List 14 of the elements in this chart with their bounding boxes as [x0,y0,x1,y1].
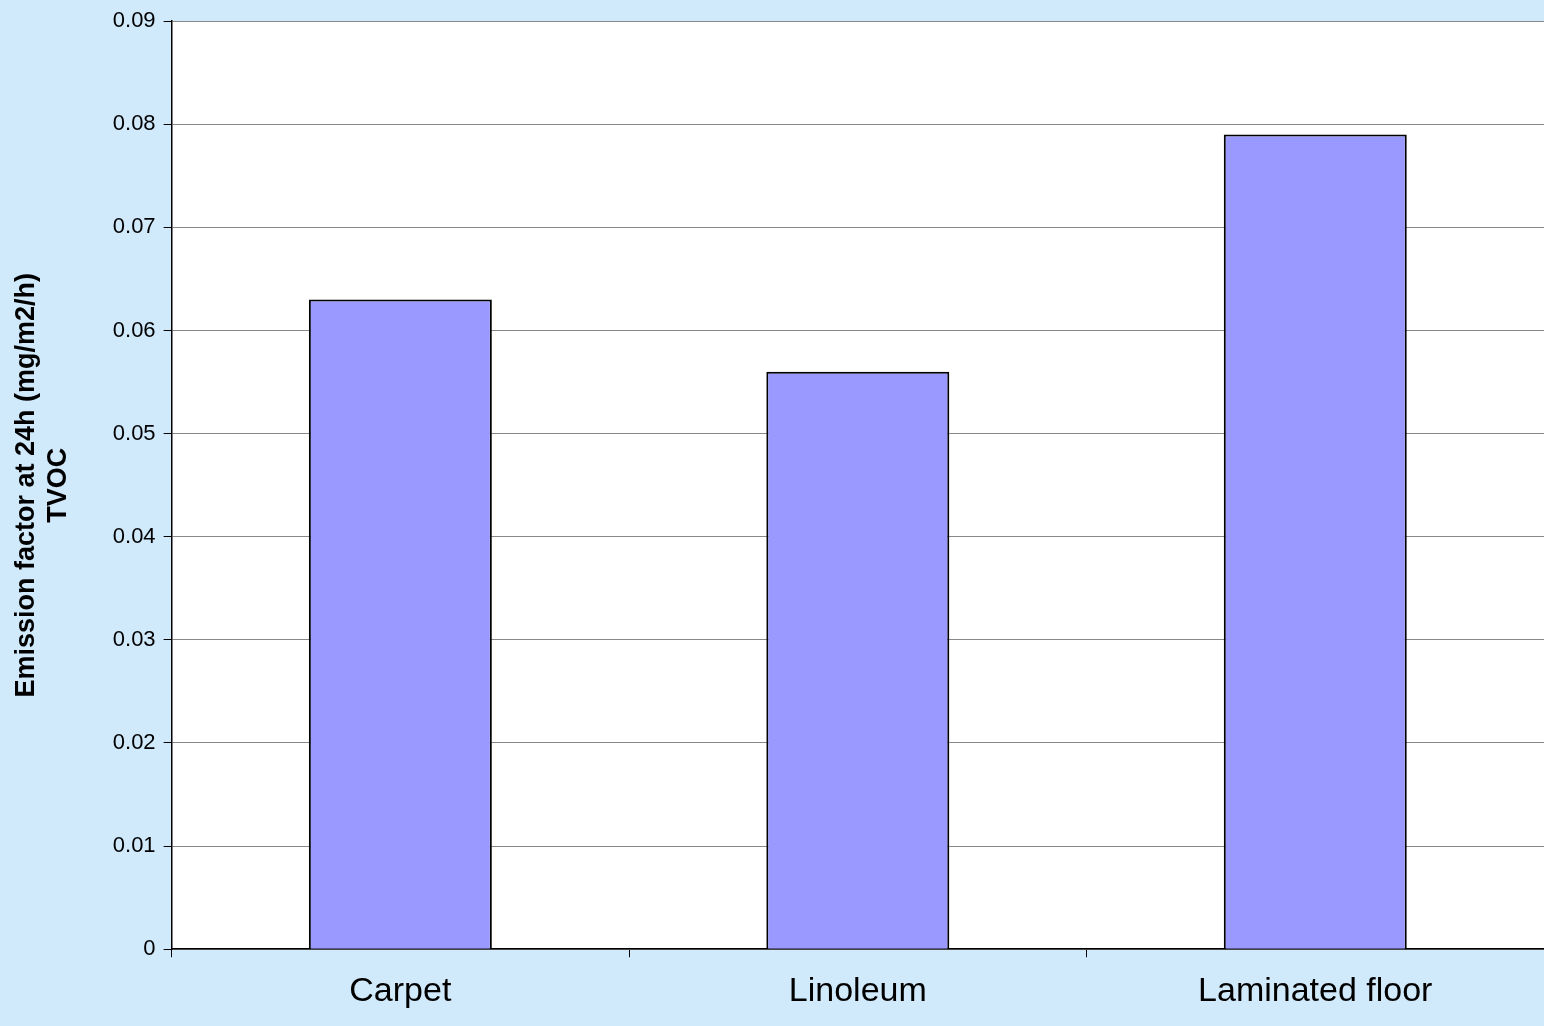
y-tick-label: 0 [143,935,156,961]
x-tick-label: Laminated floor [1198,969,1433,1008]
y-tick-label: 0.08 [112,110,156,136]
y-tick-label: 0.02 [112,729,156,755]
y-tick-label: 0.05 [112,419,156,445]
x-tick-label: Linoleum [788,969,927,1008]
y-axis-title: Emission factor at 24h (mg/m2/h) TVOC [9,272,73,698]
y-tick-label: 0.09 [112,7,156,33]
y-tick-label: 0.04 [112,522,156,548]
x-tick-label: Carpet [349,969,452,1008]
y-tick-label: 0.07 [112,213,156,239]
y-tick-label: 0.01 [112,832,156,858]
y-tick-label: 0.03 [112,625,156,651]
y-tick-label: 0.06 [112,316,156,342]
